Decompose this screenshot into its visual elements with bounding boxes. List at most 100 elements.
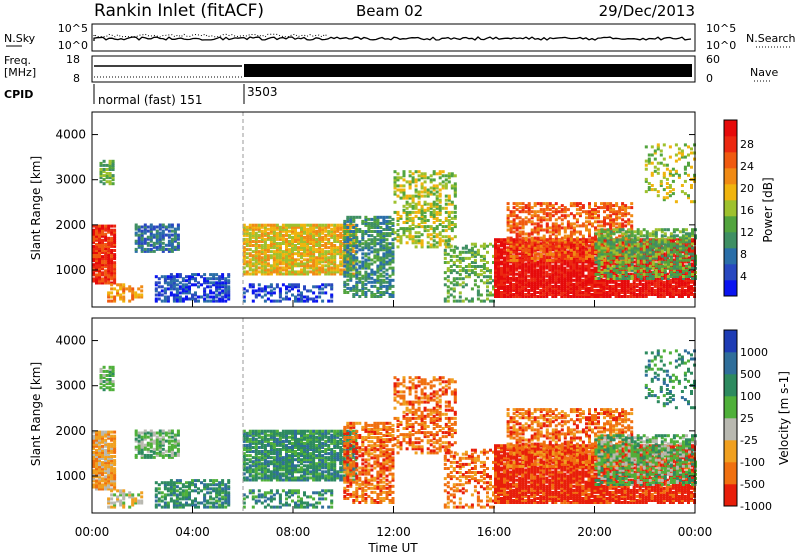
power-cell — [385, 286, 389, 290]
power-cell — [572, 278, 576, 282]
power-cell — [429, 210, 433, 214]
power-cell — [566, 268, 570, 272]
power-cell — [370, 240, 374, 244]
power-cell — [285, 291, 288, 295]
power-cell — [500, 256, 503, 260]
power-cell — [396, 233, 400, 237]
power-cell — [303, 250, 306, 254]
power-cell — [530, 260, 534, 264]
power-cell — [297, 246, 300, 250]
power-cell — [212, 273, 216, 277]
power-cell — [370, 276, 374, 280]
power-cell — [414, 225, 418, 229]
power-cell — [399, 176, 403, 180]
power-cell — [617, 291, 621, 294]
power-cell — [161, 229, 165, 233]
power-cell — [542, 272, 546, 276]
power-cell — [95, 224, 98, 228]
power-cell — [518, 278, 522, 282]
power-cell — [396, 210, 400, 214]
power-cell — [509, 240, 513, 244]
power-cell — [358, 276, 362, 280]
power-cell — [272, 229, 276, 233]
power-cell — [294, 262, 297, 266]
power-cell — [364, 260, 368, 264]
power-cell — [438, 200, 442, 204]
power-cell — [575, 278, 579, 282]
power-cell — [294, 235, 297, 239]
power-cell — [399, 216, 403, 220]
power-cell — [632, 293, 636, 296]
power-cell — [170, 233, 174, 237]
power-cell — [411, 237, 415, 241]
power-cell — [346, 282, 350, 286]
power-cell — [370, 234, 374, 238]
power-cell — [524, 240, 528, 244]
power-cell — [473, 279, 477, 283]
power-cell — [376, 295, 380, 298]
power-cell — [539, 272, 543, 276]
power-cell — [444, 216, 448, 220]
power-cell — [285, 285, 288, 289]
power-cell — [593, 238, 597, 242]
power-cell — [551, 272, 555, 276]
power-cell — [545, 214, 549, 218]
power-cell — [539, 258, 543, 262]
power-cell — [536, 270, 540, 274]
power-cell — [441, 221, 445, 224]
power-cell — [343, 219, 347, 223]
power-cell — [315, 270, 319, 274]
power-cell — [385, 234, 389, 238]
power-cell — [587, 274, 591, 278]
power-cell — [578, 250, 582, 254]
power-cell — [515, 278, 519, 282]
power-cell — [306, 254, 310, 258]
power-cell — [506, 250, 510, 254]
power-cell — [263, 225, 267, 229]
power-cell — [650, 286, 654, 290]
power-cell — [98, 253, 101, 257]
power-cell — [173, 245, 177, 249]
power-cell — [297, 240, 300, 243]
power-cell — [98, 232, 101, 236]
power-cell — [518, 274, 522, 278]
power-cell — [131, 293, 135, 297]
power-cell — [251, 225, 255, 229]
power-cell — [224, 295, 228, 299]
power-cell — [306, 237, 310, 241]
power-cell — [554, 224, 558, 228]
power-cell — [551, 268, 555, 272]
power-cell — [447, 198, 451, 202]
power-cell — [370, 221, 374, 225]
power-cell — [566, 238, 570, 242]
power-cell — [370, 270, 374, 274]
power-cell — [110, 232, 114, 236]
power-cell — [303, 240, 306, 243]
power-cell — [417, 241, 421, 245]
power-cell — [638, 238, 642, 242]
power-cell — [411, 172, 415, 176]
power-cell — [444, 182, 448, 186]
power-cell — [169, 279, 173, 283]
power-cell — [330, 270, 334, 274]
power-cell — [266, 231, 270, 235]
power-cell — [536, 236, 540, 240]
power-cell — [140, 231, 144, 235]
power-cell — [605, 282, 609, 286]
power-cell — [581, 234, 585, 238]
power-cell — [104, 253, 108, 257]
power-cell — [500, 240, 503, 244]
power-cell — [266, 246, 270, 250]
power-cell — [260, 268, 264, 272]
power-cell — [668, 295, 672, 298]
power-cell — [542, 295, 546, 298]
power-cell — [449, 287, 453, 291]
power-cell — [113, 255, 117, 259]
power-cell — [620, 291, 624, 294]
power-cell — [251, 223, 255, 227]
power-cell — [98, 277, 101, 281]
power-cell — [303, 287, 306, 291]
power-cell — [385, 223, 389, 227]
power-cell — [518, 242, 522, 246]
power-cell — [191, 277, 194, 281]
